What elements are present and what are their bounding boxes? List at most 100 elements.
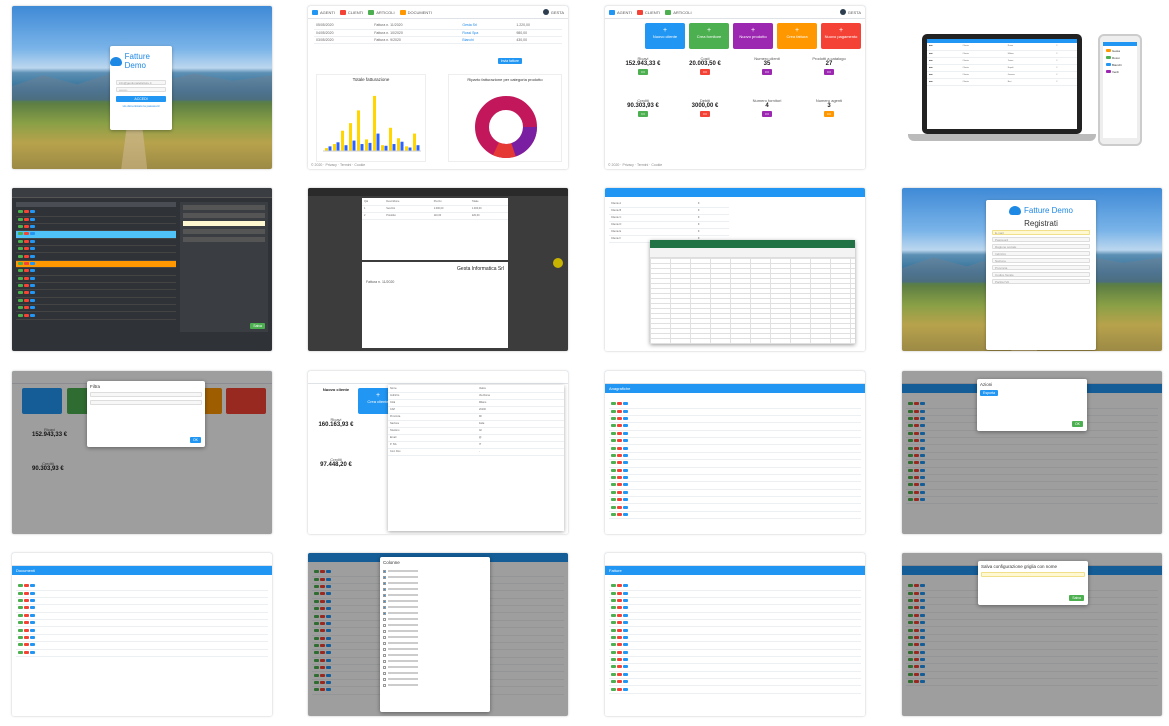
stat-action-button[interactable]: ••• [762,111,772,117]
nav-tab[interactable]: ARTICOLI [665,9,692,15]
column-checkbox[interactable] [383,610,487,616]
table-row[interactable] [609,590,861,598]
table-row[interactable] [609,678,861,687]
table-row[interactable] [609,452,861,461]
filter-input[interactable] [90,400,202,405]
column-checkbox[interactable] [383,640,487,646]
table-row[interactable] [16,634,268,643]
table-row[interactable] [609,422,861,431]
table-row[interactable] [906,444,1158,453]
table-row[interactable] [16,311,176,320]
tile-grid-list-2[interactable]: Fatture [605,553,865,716]
tile-save-config[interactable]: Salva configurazione griglia con nome Sa… [902,553,1162,716]
table-row[interactable] [609,437,861,446]
column-checkbox[interactable] [383,580,487,586]
table-row[interactable] [609,685,861,694]
email-field[interactable]: info@gestionalefatture.it [116,80,166,85]
table-row[interactable] [16,597,268,606]
stat-action-button[interactable]: ••• [638,69,648,75]
table-row[interactable] [16,583,268,591]
action-new-client[interactable] [22,388,62,414]
table-row[interactable] [609,619,861,628]
table-row[interactable] [906,437,1158,446]
table-row[interactable] [16,612,268,621]
stat-action-button[interactable]: ••• [700,111,710,117]
tile-dark-grid[interactable]: Salva [12,188,272,351]
table-row[interactable] [16,641,268,650]
table-row[interactable] [16,209,176,217]
table-row[interactable] [16,216,176,224]
column-checkbox[interactable] [383,652,487,658]
nav-tab[interactable]: AGENTI [312,9,335,15]
table-row[interactable] [906,467,1158,475]
table-row[interactable] [906,474,1158,483]
user-menu[interactable]: GESTA [542,9,564,15]
column-checkbox[interactable] [383,622,487,628]
table-row[interactable] [16,245,176,254]
table-row[interactable] [609,656,861,665]
tile-actions-modal[interactable]: Azioni Esporta OK [902,371,1162,534]
register-field[interactable]: Provincia [992,265,1090,270]
table-row[interactable] [906,430,1158,439]
table-row[interactable] [16,238,176,247]
nav-tab[interactable]: ARTICOLI [368,9,395,15]
register-field[interactable]: Ragione sociale [992,244,1090,249]
table-row[interactable] [906,626,1158,635]
stat-action-button[interactable]: ••• [824,111,834,117]
table-row[interactable] [609,481,861,490]
column-checkbox[interactable] [383,598,487,604]
tile-dropdown[interactable]: Nuovo cliente + Crea cliente Ricavi 160.16… [308,371,568,534]
tile-filter-modal[interactable]: Ricavi 152.943,33 € Crediti 90.303,93 € Fi… [12,371,272,534]
save-config-button[interactable]: Salva [1069,595,1084,601]
register-field[interactable]: Codice fiscale [992,272,1090,277]
tile-register[interactable]: Fatture Demo Registrati E-mail Password Ra… [902,188,1162,351]
table-row[interactable] [16,230,176,239]
table-row[interactable] [16,275,176,283]
nav-tab[interactable]: AGENTI [609,9,632,15]
new-client-box[interactable]: Nuovo cliente [322,387,350,392]
table-row[interactable] [609,415,861,424]
column-checkbox[interactable] [383,664,487,670]
action-option[interactable]: Esporta [980,390,999,396]
stat-action-button[interactable]: ••• [824,69,834,75]
tile-grouped-grid[interactable]: Documenti [12,553,272,716]
column-checkbox[interactable] [383,670,487,676]
column-checkbox[interactable] [383,646,487,652]
quick-action-button[interactable]: + Crea fattura [777,23,817,49]
table-row[interactable] [609,663,861,672]
password-field[interactable]: •••••••• [116,87,166,92]
quick-action-button[interactable]: + Crea fornitore [689,23,729,49]
stat-action-button[interactable]: ••• [638,111,648,117]
tile-charts[interactable]: AGENTI CLIENTI ARTICOLI DOCUMENTI GESTA … [308,6,568,169]
table-row[interactable] [16,649,268,657]
tile-invoice-viewer[interactable]: Qtà Descrizione Prezzo Totale 1 Servizio 1.00… [308,188,568,351]
table-row[interactable] [609,511,861,520]
column-checkbox[interactable] [383,682,487,688]
column-checkbox[interactable] [383,568,487,574]
column-checkbox[interactable] [383,604,487,610]
table-row[interactable] [906,678,1158,687]
table-row[interactable] [609,671,861,680]
table-row[interactable] [16,289,176,298]
tile-columns-modal[interactable]: Colonne [308,553,568,716]
table-row[interactable] [906,671,1158,680]
scroll-indicator[interactable] [553,258,563,268]
column-checkbox[interactable] [383,616,487,622]
table-row[interactable] [609,604,861,613]
quick-action-button[interactable]: + Nuovo prodotto [733,23,773,49]
table-row[interactable] [906,604,1158,613]
table-row[interactable] [906,619,1158,628]
tile-dashboard[interactable]: AGENTI CLIENTI ARTICOLI GESTA + Nuovo cli… [605,6,865,169]
table-row[interactable] [609,474,861,483]
table-row[interactable] [906,452,1158,461]
table-row[interactable] [609,489,861,498]
confirm-button[interactable]: OK [1071,421,1083,427]
table-row[interactable] [906,641,1158,650]
table-row[interactable] [906,634,1158,643]
table-row[interactable] [609,597,861,606]
table-row[interactable] [16,590,268,598]
table-row[interactable] [16,604,268,613]
nav-tab[interactable]: CLIENTI [339,9,363,15]
table-row[interactable] [16,297,176,306]
table-row[interactable] [609,649,861,657]
